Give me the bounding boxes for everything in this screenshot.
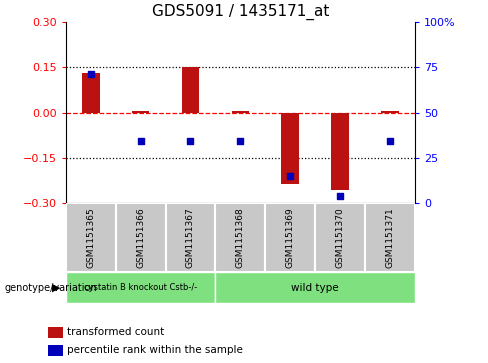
Text: GSM1151371: GSM1151371: [386, 207, 394, 268]
FancyBboxPatch shape: [215, 272, 415, 303]
FancyBboxPatch shape: [265, 203, 315, 272]
Text: GSM1151370: GSM1151370: [336, 207, 345, 268]
Point: [336, 193, 344, 199]
Text: GSM1151365: GSM1151365: [86, 207, 95, 268]
Bar: [182, 66, 199, 113]
FancyBboxPatch shape: [66, 272, 215, 303]
Point: [137, 138, 144, 144]
Bar: [381, 111, 399, 113]
Point: [386, 138, 394, 144]
Text: GSM1151369: GSM1151369: [285, 207, 295, 268]
FancyBboxPatch shape: [215, 203, 265, 272]
Bar: [232, 111, 249, 113]
Bar: [132, 111, 149, 113]
Point: [286, 173, 294, 179]
FancyBboxPatch shape: [116, 203, 165, 272]
Bar: [331, 113, 349, 189]
FancyBboxPatch shape: [66, 203, 116, 272]
Text: percentile rank within the sample: percentile rank within the sample: [67, 345, 243, 355]
Bar: [82, 73, 100, 113]
FancyBboxPatch shape: [365, 203, 415, 272]
FancyBboxPatch shape: [315, 203, 365, 272]
Point: [237, 138, 244, 144]
Title: GDS5091 / 1435171_at: GDS5091 / 1435171_at: [152, 4, 329, 20]
Text: transformed count: transformed count: [67, 327, 164, 337]
Text: GSM1151368: GSM1151368: [236, 207, 245, 268]
Text: wild type: wild type: [291, 283, 339, 293]
Text: GSM1151366: GSM1151366: [136, 207, 145, 268]
Bar: [282, 113, 299, 184]
Text: ▶: ▶: [52, 283, 61, 293]
Bar: [48, 345, 62, 356]
Bar: [48, 327, 62, 338]
Text: genotype/variation: genotype/variation: [5, 283, 98, 293]
Text: cystatin B knockout Cstb-/-: cystatin B knockout Cstb-/-: [84, 283, 197, 292]
Point: [186, 138, 194, 144]
Point: [87, 71, 95, 77]
FancyBboxPatch shape: [165, 203, 215, 272]
Text: GSM1151367: GSM1151367: [186, 207, 195, 268]
